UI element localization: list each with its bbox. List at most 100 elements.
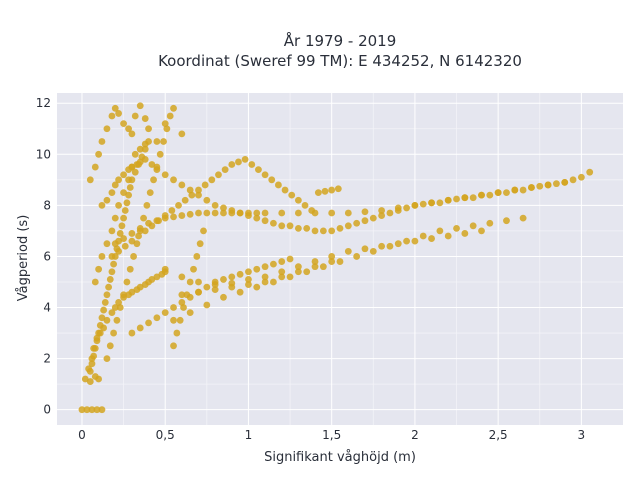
y-tick-label: 0: [43, 403, 51, 417]
data-point: [245, 276, 252, 283]
data-point: [286, 222, 294, 230]
data-point: [128, 163, 136, 171]
data-point: [128, 288, 136, 296]
data-point: [378, 242, 386, 250]
data-point: [519, 214, 527, 222]
data-point: [128, 237, 136, 245]
data-point: [133, 240, 141, 248]
data-point: [394, 204, 402, 212]
x-tick-label: 2,5: [489, 428, 508, 442]
y-tick-label: 8: [43, 198, 51, 212]
data-point: [91, 278, 99, 286]
data-point: [203, 196, 211, 204]
data-point: [419, 232, 427, 240]
data-point: [141, 227, 149, 235]
data-point: [178, 212, 186, 219]
data-point: [553, 180, 560, 188]
data-point: [111, 253, 119, 260]
data-point: [166, 112, 174, 120]
data-point: [270, 278, 277, 286]
data-point: [411, 201, 419, 209]
data-point: [90, 352, 98, 360]
data-point: [108, 112, 116, 120]
data-point: [98, 253, 106, 260]
y-tick-label: 2: [43, 352, 51, 366]
data-point: [220, 276, 227, 283]
data-point: [88, 406, 96, 414]
data-point: [311, 258, 319, 265]
data-point: [123, 199, 131, 207]
data-point: [101, 299, 109, 306]
data-point: [115, 176, 122, 184]
data-point: [136, 102, 144, 110]
data-point: [170, 176, 177, 184]
data-point: [328, 227, 336, 235]
chart-title-line-2: Koordinat (Sweref 99 TM): E 434252, N 61…: [158, 52, 522, 70]
data-point: [175, 201, 182, 209]
data-point: [461, 194, 469, 202]
data-point: [116, 230, 124, 237]
data-point: [135, 161, 142, 168]
data-point: [428, 199, 435, 207]
data-point: [278, 222, 286, 230]
data-point: [369, 247, 377, 255]
data-point: [168, 207, 176, 214]
data-point: [444, 232, 452, 240]
data-point: [221, 166, 229, 174]
data-point: [353, 219, 361, 227]
data-point: [211, 201, 219, 209]
data-point: [294, 263, 302, 271]
data-point: [135, 232, 142, 240]
data-point: [160, 138, 167, 145]
data-point: [108, 189, 116, 197]
x-axis-ticks: 0 0,5 1 1,5 2 2,5 3: [78, 428, 585, 442]
data-point: [120, 171, 127, 179]
data-point: [288, 191, 296, 199]
data-point: [195, 186, 202, 194]
data-point: [336, 224, 344, 232]
data-points: [78, 102, 594, 414]
data-point: [294, 224, 302, 232]
data-point: [453, 195, 460, 203]
data-point: [86, 378, 94, 385]
data-point: [186, 186, 194, 194]
x-tick-label: 0: [78, 428, 86, 442]
data-point: [369, 214, 377, 222]
data-point: [336, 258, 344, 265]
data-point: [268, 176, 276, 184]
data-point: [130, 253, 137, 260]
data-point: [136, 324, 144, 332]
data-point: [116, 304, 124, 311]
data-point: [176, 316, 184, 324]
data-point: [286, 255, 294, 263]
data-point: [128, 176, 136, 184]
data-point: [321, 187, 329, 195]
data-point: [121, 242, 129, 250]
data-point: [93, 337, 101, 345]
data-point: [143, 201, 151, 209]
data-point: [108, 227, 116, 235]
y-tick-label: 4: [43, 301, 51, 315]
data-point: [275, 181, 282, 189]
y-tick-label: 12: [36, 96, 51, 110]
data-point: [153, 163, 161, 171]
data-point: [103, 196, 111, 204]
data-point: [181, 196, 189, 204]
data-point: [215, 171, 222, 179]
data-point: [125, 191, 132, 199]
data-point: [353, 253, 361, 260]
data-point: [100, 306, 108, 314]
data-point: [145, 319, 152, 327]
data-point: [150, 176, 157, 184]
data-point: [111, 304, 119, 311]
data-point: [145, 219, 152, 227]
data-point: [278, 268, 286, 276]
data-point: [278, 209, 286, 217]
data-point: [228, 283, 236, 291]
data-point: [178, 291, 186, 299]
data-point: [110, 329, 117, 337]
data-point: [386, 242, 394, 250]
data-point: [453, 224, 460, 232]
data-point: [111, 181, 119, 189]
